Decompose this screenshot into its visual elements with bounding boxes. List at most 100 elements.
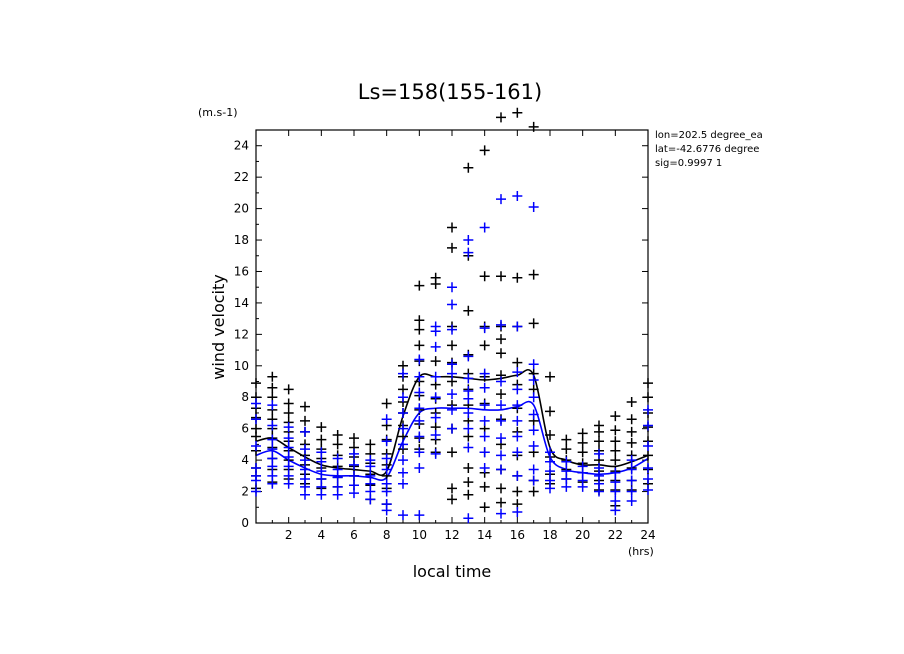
y-tick-label: 20 xyxy=(234,202,249,216)
blue-data-point xyxy=(463,247,474,258)
blue-data-point xyxy=(447,423,457,434)
black-data-point xyxy=(528,486,539,497)
blue-data-point xyxy=(349,459,359,470)
blue-data-point xyxy=(496,400,506,411)
y-tick-label: 2 xyxy=(241,485,249,499)
blue-data-point xyxy=(479,400,490,411)
blue-data-point xyxy=(512,191,523,202)
black-data-point xyxy=(414,315,425,326)
black-data-point xyxy=(545,429,555,440)
blue-data-point xyxy=(512,321,523,332)
blue-data-point xyxy=(447,299,457,310)
black-data-point xyxy=(626,426,637,437)
black-data-point xyxy=(300,415,310,426)
blue-data-point xyxy=(610,477,621,488)
black-data-point xyxy=(496,389,506,400)
blue-data-point xyxy=(643,462,653,473)
blue-data-point xyxy=(463,373,474,384)
blue-data-point xyxy=(447,368,457,379)
black-data-point xyxy=(414,280,425,291)
blue-data-point xyxy=(626,486,637,497)
blue-data-point xyxy=(594,462,604,473)
black-data-point xyxy=(479,481,490,492)
black-data-point xyxy=(545,371,555,382)
blue-data-point xyxy=(414,447,425,458)
blue-data-point xyxy=(381,453,392,464)
black-data-point xyxy=(626,396,637,407)
blue-data-point xyxy=(381,436,392,447)
black-data-point xyxy=(610,445,621,456)
blue-data-point xyxy=(267,420,278,431)
black-data-point xyxy=(643,392,653,403)
blue-data-point xyxy=(528,425,539,436)
blue-data-point xyxy=(545,466,555,477)
black-data-point xyxy=(479,271,490,282)
black-data-point xyxy=(528,318,539,329)
y-tick-label: 22 xyxy=(234,170,249,184)
black-data-point xyxy=(610,436,621,447)
blue-data-point xyxy=(643,484,653,495)
blue-data-point xyxy=(398,407,408,418)
blue-data-point xyxy=(300,464,310,475)
blue-data-point xyxy=(430,412,441,423)
blue-data-point xyxy=(512,400,523,411)
black-data-point xyxy=(463,162,474,173)
blue-data-point xyxy=(381,499,392,510)
blue-data-point xyxy=(496,464,506,475)
blue-data-point xyxy=(349,480,359,491)
x-unit-label: (hrs) xyxy=(628,545,654,558)
blue-data-point xyxy=(643,404,653,415)
blue-data-point xyxy=(479,462,490,473)
black-data-point xyxy=(283,407,294,418)
blue-data-point xyxy=(447,359,457,370)
blue-data-point xyxy=(463,235,474,246)
blue-data-point xyxy=(610,505,621,516)
blue-data-point xyxy=(528,202,539,213)
blue-data-point xyxy=(528,440,539,451)
blue-data-point xyxy=(300,426,310,437)
blue-data-point xyxy=(251,462,261,473)
blue-data-point xyxy=(512,431,523,442)
blue-data-point xyxy=(283,461,294,472)
x-tick-label: 8 xyxy=(383,528,391,542)
black-data-point xyxy=(594,436,604,447)
blue-data-point xyxy=(430,448,441,459)
x-tick-label: 16 xyxy=(510,528,525,542)
black-data-point xyxy=(316,434,327,445)
y-tick-label: 16 xyxy=(234,264,249,278)
blue-data-point xyxy=(447,324,457,335)
blue-data-point xyxy=(316,456,327,467)
black-data-point xyxy=(643,378,653,389)
blue-data-point xyxy=(447,389,457,400)
blue-data-point xyxy=(626,475,637,486)
black-data-point xyxy=(479,502,490,513)
blue-data-point xyxy=(398,467,408,478)
black-data-point xyxy=(545,406,555,417)
x-tick-label: 10 xyxy=(412,528,427,542)
blue-data-point xyxy=(512,506,523,517)
black-data-point xyxy=(251,423,261,434)
x-tick-label: 12 xyxy=(444,528,459,542)
blue-data-point xyxy=(332,453,343,464)
black-data-point xyxy=(447,494,457,505)
blue-data-point xyxy=(332,481,343,492)
black-data-point xyxy=(479,340,490,351)
blue-data-point xyxy=(414,387,425,398)
black-data-point xyxy=(496,334,506,345)
y-tick-label: 14 xyxy=(234,296,249,310)
blue-data-point xyxy=(479,431,490,442)
blue-data-point xyxy=(283,451,294,462)
blue-data-point xyxy=(463,423,474,434)
blue-data-point xyxy=(561,456,572,467)
black-data-point xyxy=(332,439,343,450)
blue-data-point xyxy=(414,431,425,442)
black-data-point xyxy=(349,433,359,444)
blue-data-point xyxy=(528,464,539,475)
blue-data-point xyxy=(349,448,359,459)
blue-data-point xyxy=(251,440,261,451)
blue-data-point xyxy=(398,392,408,403)
blue-data-point xyxy=(610,495,621,506)
black-data-point xyxy=(643,450,653,461)
black-data-point xyxy=(561,444,572,455)
